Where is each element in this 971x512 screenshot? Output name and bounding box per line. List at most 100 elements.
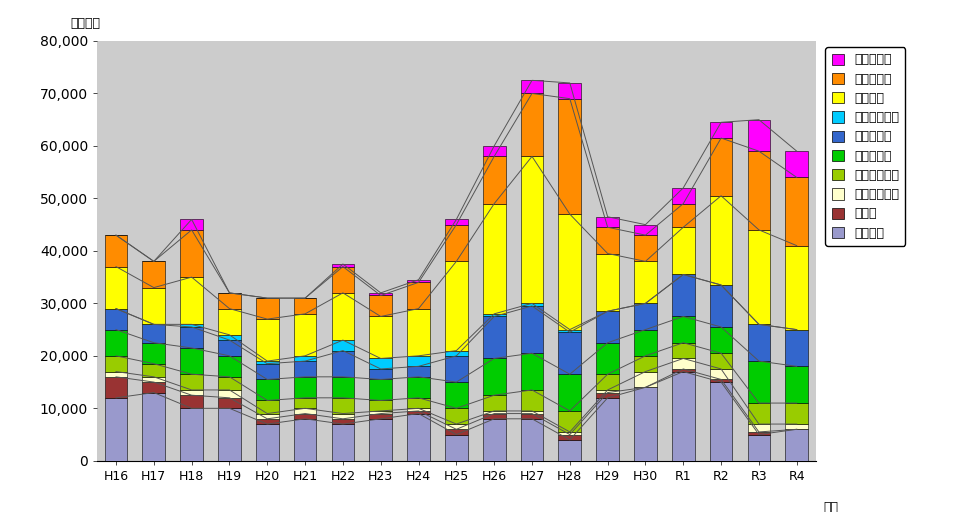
- Bar: [786, 424, 808, 429]
- Bar: [748, 325, 770, 361]
- Bar: [634, 330, 656, 356]
- Bar: [558, 83, 582, 99]
- Bar: [143, 382, 165, 393]
- Bar: [483, 358, 506, 395]
- Bar: [558, 214, 582, 330]
- Bar: [181, 390, 203, 395]
- Bar: [407, 411, 430, 414]
- Bar: [105, 356, 127, 372]
- Bar: [634, 235, 656, 261]
- Bar: [672, 343, 694, 358]
- Bar: [369, 295, 392, 316]
- Bar: [748, 432, 770, 435]
- Bar: [331, 398, 354, 414]
- Bar: [520, 93, 544, 156]
- Bar: [748, 435, 770, 461]
- Bar: [786, 177, 808, 246]
- Bar: [483, 419, 506, 461]
- Bar: [218, 293, 241, 309]
- Bar: [369, 293, 392, 295]
- Bar: [407, 280, 430, 282]
- Bar: [748, 361, 770, 403]
- Bar: [445, 351, 468, 356]
- Bar: [256, 319, 279, 361]
- Bar: [294, 298, 317, 314]
- Bar: [445, 429, 468, 435]
- Bar: [181, 230, 203, 277]
- Bar: [218, 398, 241, 409]
- Bar: [483, 414, 506, 419]
- Bar: [786, 151, 808, 177]
- Bar: [710, 369, 732, 379]
- Bar: [634, 261, 656, 303]
- Bar: [710, 285, 732, 327]
- Bar: [407, 377, 430, 398]
- Text: 年度: 年度: [823, 501, 838, 512]
- Bar: [218, 377, 241, 390]
- Bar: [445, 225, 468, 261]
- Bar: [407, 414, 430, 461]
- Bar: [181, 409, 203, 461]
- Bar: [331, 340, 354, 351]
- Bar: [218, 356, 241, 377]
- Bar: [558, 432, 582, 435]
- Bar: [596, 253, 619, 311]
- Bar: [710, 196, 732, 285]
- Bar: [143, 343, 165, 364]
- Bar: [407, 356, 430, 367]
- Bar: [558, 440, 582, 461]
- Bar: [748, 151, 770, 230]
- Bar: [483, 146, 506, 156]
- Bar: [294, 356, 317, 361]
- Bar: [407, 367, 430, 377]
- Bar: [596, 398, 619, 461]
- Bar: [672, 227, 694, 274]
- Bar: [218, 390, 241, 398]
- Bar: [520, 156, 544, 303]
- Bar: [558, 332, 582, 374]
- Bar: [710, 327, 732, 353]
- Bar: [143, 325, 165, 343]
- Bar: [520, 419, 544, 461]
- Bar: [331, 419, 354, 424]
- Bar: [445, 382, 468, 409]
- Bar: [256, 419, 279, 424]
- Bar: [672, 188, 694, 204]
- Bar: [105, 377, 127, 398]
- Bar: [369, 316, 392, 358]
- Bar: [748, 120, 770, 151]
- Bar: [143, 261, 165, 288]
- Bar: [672, 316, 694, 343]
- Bar: [294, 398, 317, 409]
- Bar: [218, 409, 241, 461]
- Bar: [294, 314, 317, 356]
- Bar: [331, 377, 354, 398]
- Bar: [256, 414, 279, 419]
- Bar: [331, 267, 354, 293]
- Bar: [218, 340, 241, 356]
- Bar: [710, 353, 732, 369]
- Bar: [256, 400, 279, 414]
- Bar: [672, 274, 694, 316]
- Bar: [710, 382, 732, 461]
- Bar: [520, 306, 544, 353]
- Bar: [181, 395, 203, 409]
- Bar: [294, 419, 317, 461]
- Bar: [407, 398, 430, 409]
- Bar: [143, 377, 165, 382]
- Bar: [143, 288, 165, 325]
- Bar: [369, 400, 392, 411]
- Bar: [748, 403, 770, 424]
- Bar: [672, 369, 694, 372]
- Bar: [218, 309, 241, 335]
- Bar: [331, 424, 354, 461]
- Bar: [558, 330, 582, 332]
- Bar: [596, 217, 619, 227]
- Bar: [445, 435, 468, 461]
- Bar: [407, 282, 430, 309]
- Bar: [786, 429, 808, 461]
- Bar: [105, 398, 127, 461]
- Bar: [634, 303, 656, 330]
- Bar: [483, 204, 506, 314]
- Bar: [105, 235, 127, 267]
